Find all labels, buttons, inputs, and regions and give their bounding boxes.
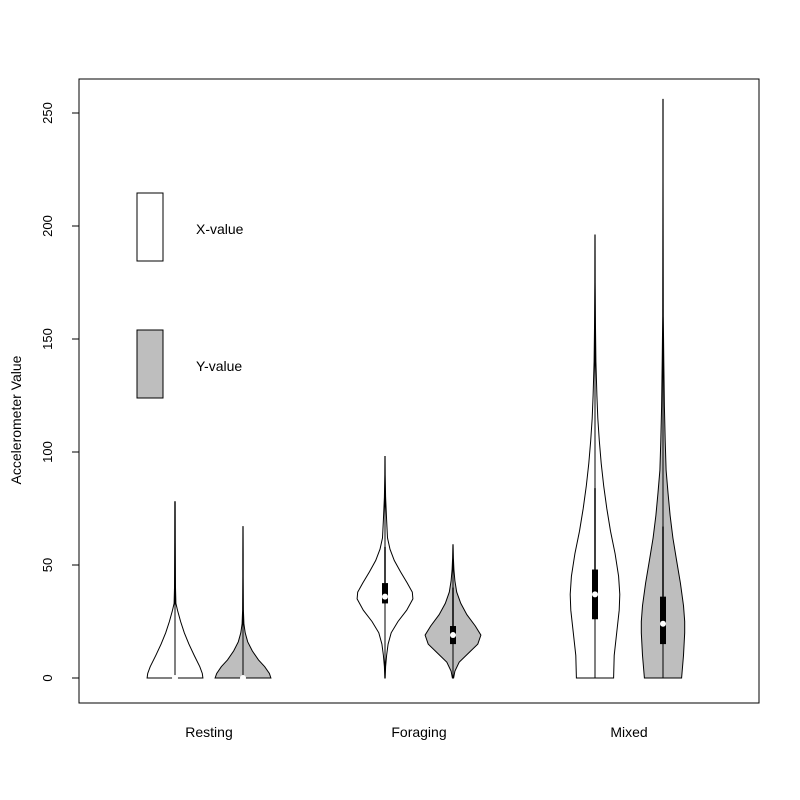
violin-iqr-box xyxy=(660,596,666,645)
legend-label: X-value xyxy=(196,221,244,237)
violin xyxy=(214,526,272,681)
x-tick-label: Mixed xyxy=(610,724,647,740)
y-tick-label: 150 xyxy=(40,328,55,350)
x-tick-label: Resting xyxy=(185,724,232,740)
y-tick-label: 200 xyxy=(40,215,55,237)
violin xyxy=(356,456,414,679)
x-tick-label: Foraging xyxy=(391,724,446,740)
violin xyxy=(146,501,204,681)
legend-swatch xyxy=(136,329,164,399)
violin-median xyxy=(240,675,246,681)
y-tick-label: 250 xyxy=(40,102,55,124)
y-tick-label: 50 xyxy=(40,558,55,572)
violin-median xyxy=(450,632,456,639)
violin-median xyxy=(172,675,178,681)
y-tick-label: 0 xyxy=(40,674,55,681)
violin-median xyxy=(660,620,666,627)
violin-median xyxy=(382,593,388,600)
violin-median xyxy=(592,591,598,598)
legend-swatch xyxy=(136,192,164,262)
violin-iqr-box xyxy=(382,583,388,604)
violin xyxy=(424,544,482,679)
y-axis: 0 50 100 150 200 250 xyxy=(40,102,80,682)
legend-label: Y-value xyxy=(196,358,242,374)
y-tick-label: 100 xyxy=(40,441,55,463)
x-axis: Resting Foraging Mixed xyxy=(185,724,647,740)
violin xyxy=(640,98,686,679)
violin xyxy=(569,234,621,679)
y-axis-label: Accelerometer Value xyxy=(8,355,24,484)
legend: X-value Y-value xyxy=(136,192,244,399)
violins xyxy=(146,98,686,681)
